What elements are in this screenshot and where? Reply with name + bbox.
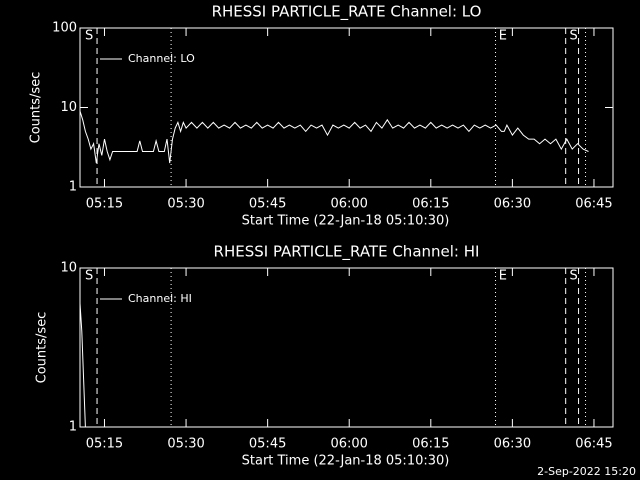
flag-label: S — [569, 269, 577, 284]
y-tick-label: 10 — [60, 100, 77, 115]
footer: 2-Sep-2022 15:20 — [537, 465, 636, 478]
flag-label: S — [85, 269, 93, 284]
x-tick-label: 06:00 — [330, 437, 367, 452]
plot-area — [80, 110, 589, 164]
x-tick-label: 06:15 — [412, 437, 449, 452]
chart-title: RHESSI PARTICLE_RATE Channel: HI — [214, 243, 480, 262]
flag-label: S — [569, 29, 577, 44]
plot-frame — [79, 267, 614, 428]
x-axis-label: Start Time (22-Jan-18 05:10:30) — [242, 214, 450, 229]
chart-title: RHESSI PARTICLE_RATE Channel: LO — [212, 3, 482, 22]
data-line — [80, 303, 86, 427]
x-tick-label: 05:30 — [167, 197, 204, 212]
x-tick-label: 06:00 — [330, 197, 367, 212]
y-axis-label: Counts/sec — [29, 72, 44, 144]
plot-area — [80, 303, 86, 427]
y-tick-label: 10 — [60, 261, 77, 276]
y-tick-label: 1 — [69, 420, 77, 435]
x-tick-label: 05:45 — [249, 437, 286, 452]
flag-label: E — [499, 269, 507, 284]
y-tick-label: 1 — [69, 180, 77, 195]
x-tick-label: 06:45 — [575, 437, 612, 452]
x-tick-label: 05:15 — [86, 197, 123, 212]
x-tick-label: 05:15 — [86, 437, 123, 452]
data-line — [80, 110, 589, 164]
flag-label: E — [499, 29, 507, 44]
legend-label: Channel: HI — [128, 292, 192, 305]
x-axis-label: Start Time (22-Jan-18 05:10:30) — [242, 454, 450, 469]
x-tick-label: 05:45 — [249, 197, 286, 212]
x-tick-label: 05:30 — [167, 437, 204, 452]
x-tick-label: 06:45 — [575, 197, 612, 212]
x-tick-label: 06:30 — [494, 437, 531, 452]
flag-label: S — [85, 29, 93, 44]
y-tick-label: 100 — [52, 21, 77, 36]
x-tick-label: 06:15 — [412, 197, 449, 212]
legend-label: Channel: LO — [128, 52, 195, 65]
y-axis-label: Counts/sec — [35, 312, 50, 384]
x-tick-label: 06:30 — [494, 197, 531, 212]
